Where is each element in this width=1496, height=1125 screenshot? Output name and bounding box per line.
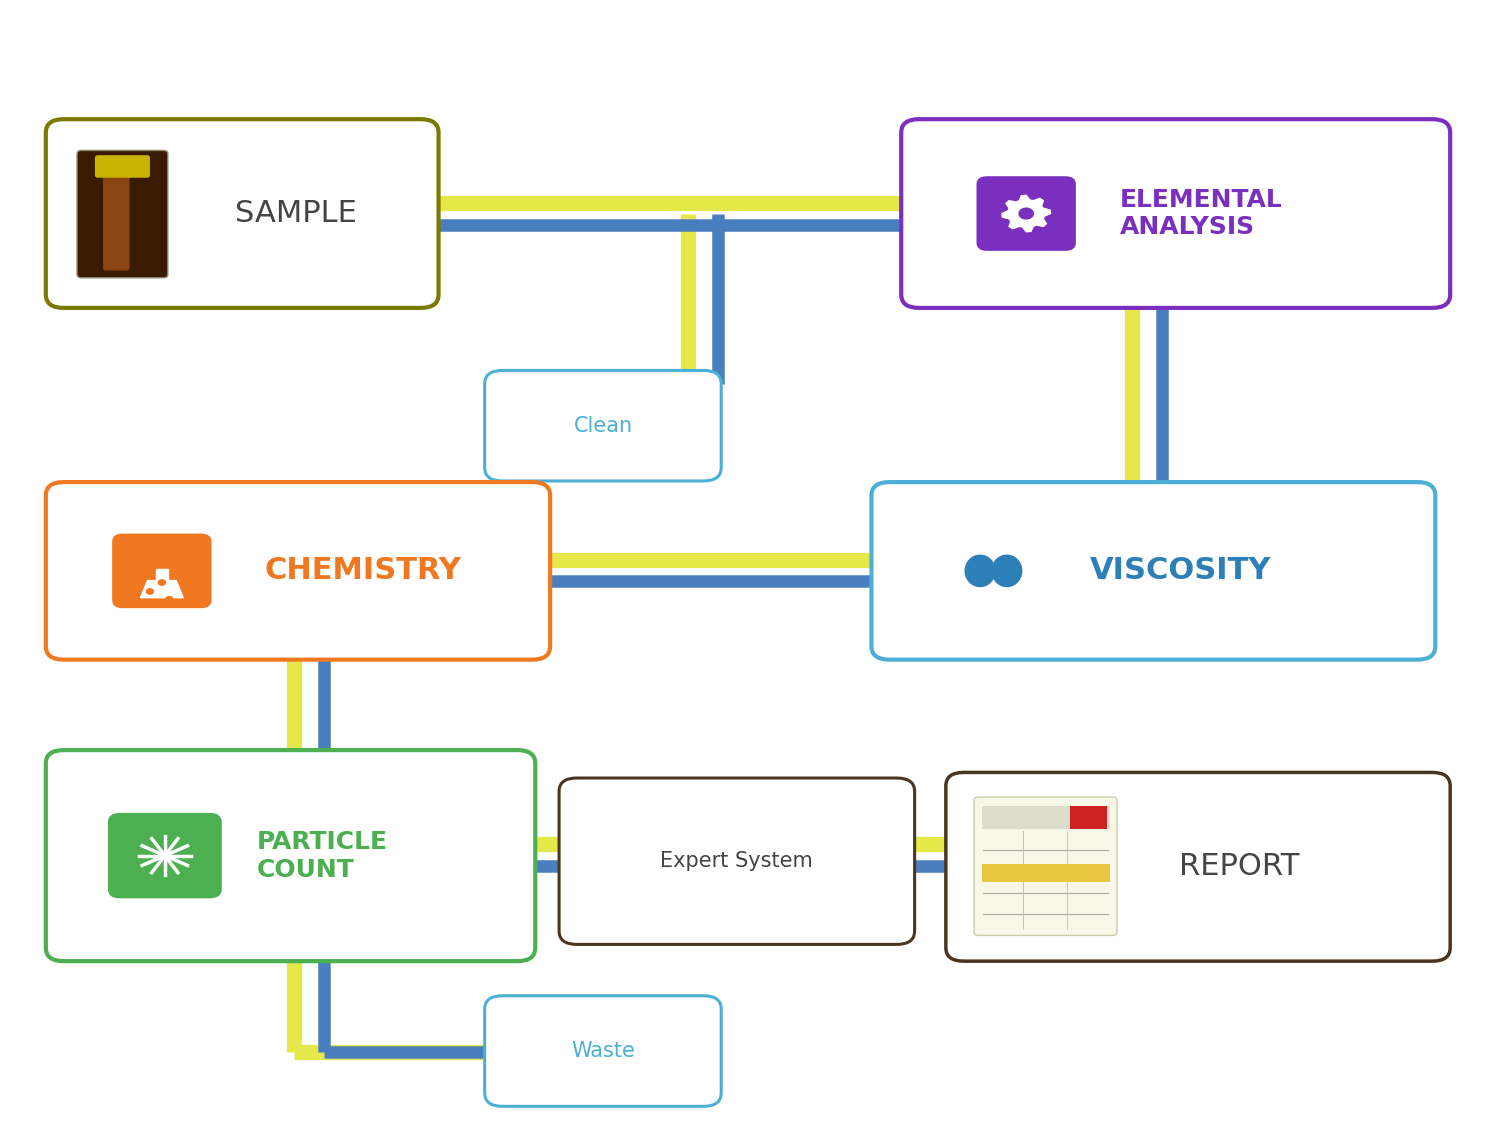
FancyBboxPatch shape [981,806,1110,829]
Polygon shape [1019,208,1034,219]
Text: SAMPLE: SAMPLE [235,199,356,228]
FancyBboxPatch shape [901,119,1450,308]
FancyBboxPatch shape [560,778,914,944]
FancyBboxPatch shape [977,177,1076,251]
Text: ELEMENTAL
ANALYSIS: ELEMENTAL ANALYSIS [1121,188,1282,240]
FancyBboxPatch shape [485,996,721,1106]
FancyBboxPatch shape [981,864,1110,882]
FancyBboxPatch shape [78,151,168,278]
FancyBboxPatch shape [1070,806,1107,829]
FancyBboxPatch shape [112,533,211,609]
FancyBboxPatch shape [46,483,551,659]
FancyBboxPatch shape [872,483,1435,659]
Polygon shape [992,556,1022,586]
Text: PARTICLE
COUNT: PARTICLE COUNT [257,830,387,882]
Text: Waste: Waste [571,1041,634,1061]
FancyBboxPatch shape [485,370,721,482]
FancyBboxPatch shape [46,119,438,308]
FancyBboxPatch shape [108,813,221,899]
FancyBboxPatch shape [974,796,1118,936]
Polygon shape [1002,196,1050,232]
Text: CHEMISTRY: CHEMISTRY [265,557,461,585]
Polygon shape [160,852,169,860]
FancyBboxPatch shape [103,158,130,271]
Text: REPORT: REPORT [1179,853,1300,881]
Polygon shape [147,588,154,594]
Polygon shape [141,580,184,597]
FancyBboxPatch shape [46,750,536,961]
Text: VISCOSITY: VISCOSITY [1091,557,1272,585]
Polygon shape [965,556,995,586]
Text: Clean: Clean [573,416,633,435]
Polygon shape [166,596,174,602]
FancyBboxPatch shape [94,155,150,178]
Text: Expert System: Expert System [660,852,814,871]
FancyBboxPatch shape [945,773,1450,961]
Polygon shape [159,579,166,585]
Polygon shape [156,569,168,580]
